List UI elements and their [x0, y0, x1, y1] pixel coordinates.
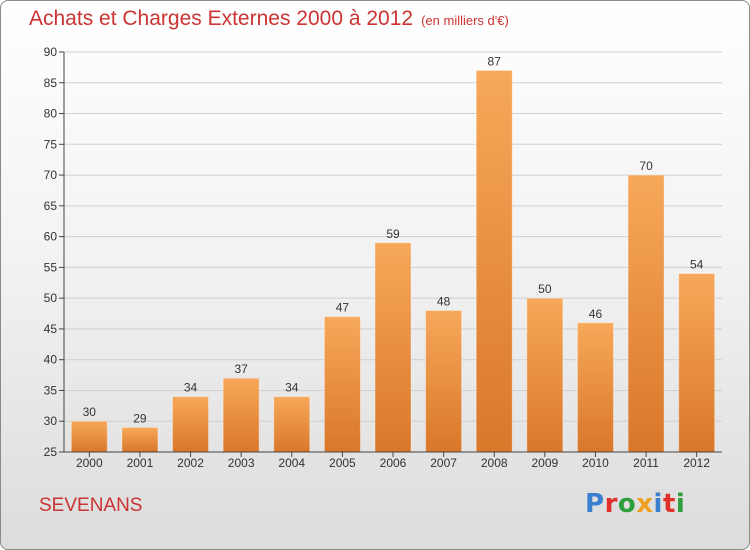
y-tick-label: 85	[44, 76, 58, 90]
bar-2004[interactable]	[273, 396, 311, 453]
y-tick-label: 35	[44, 383, 58, 397]
proxiti-logo[interactable]: Proxiti	[585, 489, 685, 519]
data-label: 47	[336, 301, 350, 315]
data-label: 37	[234, 362, 248, 376]
data-label: 30	[83, 405, 97, 419]
data-label: 34	[285, 381, 299, 395]
y-tick-label: 40	[44, 353, 58, 367]
x-tick-label: 2008	[481, 456, 508, 470]
bar-2009[interactable]	[526, 297, 564, 453]
place-name: SEVENANS	[39, 495, 143, 516]
y-tick-label: 25	[44, 445, 58, 459]
bar-2011[interactable]	[627, 174, 665, 453]
logo-letter: x	[636, 489, 654, 519]
data-label: 70	[639, 159, 653, 173]
data-label: 48	[437, 294, 451, 308]
bars	[70, 69, 716, 453]
logo-letter: o	[617, 489, 637, 519]
y-tick-label: 30	[44, 414, 58, 428]
x-tick-label: 2002	[177, 456, 204, 470]
y-tick-label: 45	[44, 322, 58, 336]
chart-title: Achats et Charges Externes 2000 à 2012 (e…	[29, 7, 509, 31]
logo-letter: i	[653, 489, 663, 519]
title-text: Achats et Charges Externes 2000 à 2012	[29, 7, 414, 30]
data-label: 29	[133, 411, 147, 425]
x-tick-label: 2004	[278, 456, 305, 470]
data-label: 46	[589, 307, 603, 321]
x-tick-label: 2009	[531, 456, 558, 470]
data-label: 59	[386, 227, 400, 241]
x-tick-label: 2003	[228, 456, 255, 470]
x-tick-label: 2005	[329, 456, 356, 470]
x-tick-label: 2001	[127, 456, 154, 470]
bar-2008[interactable]	[475, 69, 513, 453]
logo-letter: i	[675, 489, 686, 519]
y-tick-label: 60	[44, 230, 58, 244]
data-label: 50	[538, 282, 552, 296]
x-tick-label: 2007	[430, 456, 457, 470]
x-tick-label: 2010	[582, 456, 609, 470]
x-tick-label: 2000	[76, 456, 103, 470]
logo-letter: t	[662, 489, 676, 519]
y-tick-label: 55	[44, 260, 58, 274]
x-tick-label: 2006	[380, 456, 407, 470]
title-unit: (en milliers d'€)	[421, 13, 509, 28]
y-tick-label: 80	[44, 107, 58, 121]
bar-2003[interactable]	[222, 377, 260, 453]
axes	[59, 51, 722, 457]
y-tick-label: 50	[44, 291, 58, 305]
x-tick-label: 2011	[633, 456, 659, 470]
labels: 25 30 35 40 45 50 55 60 65 70 75 80 85 90 30 2000 29 2001…	[44, 45, 711, 470]
bar-2007[interactable]	[425, 309, 463, 453]
bar-2006[interactable]	[374, 242, 412, 453]
y-tick-label: 70	[44, 168, 58, 182]
logo-letter: P	[585, 489, 605, 519]
x-tick-label: 2012	[683, 456, 710, 470]
y-tick-label: 65	[44, 199, 58, 213]
data-label: 87	[488, 54, 502, 68]
data-label: 34	[184, 381, 198, 395]
bar-2002[interactable]	[172, 396, 210, 453]
logo-letter: r	[604, 489, 618, 519]
y-tick-label: 75	[44, 137, 58, 151]
bar-2005[interactable]	[323, 316, 361, 453]
bar-2012[interactable]	[678, 273, 716, 453]
bar-2010[interactable]	[576, 322, 614, 453]
bar-2001[interactable]	[121, 426, 159, 453]
bar-2000[interactable]	[70, 420, 108, 453]
data-label: 54	[690, 258, 704, 272]
y-tick-label: 90	[44, 45, 58, 59]
